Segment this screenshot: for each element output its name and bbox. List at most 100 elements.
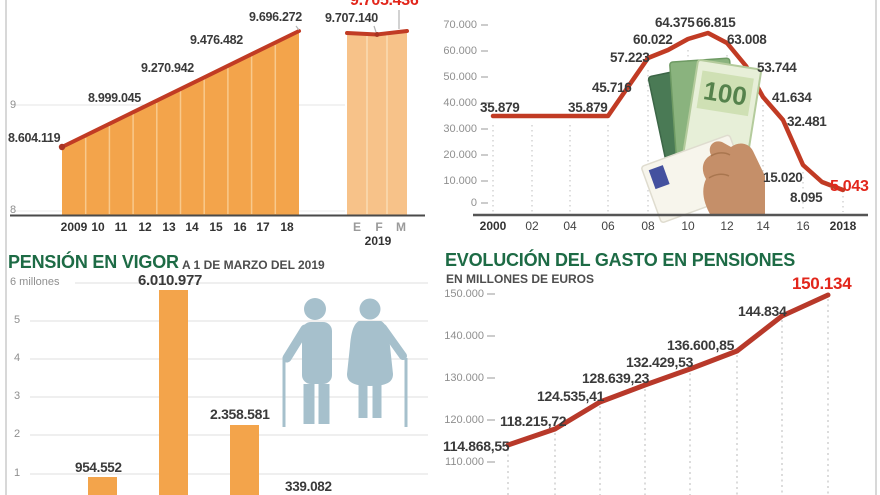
data-label: 8.604.119	[8, 131, 61, 145]
y-tick: 70.000	[443, 19, 477, 31]
data-label: 15.020	[763, 170, 803, 185]
chart-title: EVOLUCIÓN DEL GASTO EN PENSIONES	[445, 250, 795, 270]
red-line	[60, 29, 301, 149]
y-tick: 8	[10, 204, 17, 216]
y-tick: 1	[14, 467, 21, 479]
leader-line	[295, 25, 300, 31]
x-tick: 16	[233, 220, 247, 234]
bar-label: 954.552	[75, 460, 122, 475]
elderly-couple-icon	[282, 298, 408, 427]
y-tick: 130.000	[444, 372, 484, 384]
y-tick: 120.000	[444, 414, 484, 426]
x-tick: 10	[681, 219, 695, 233]
chart-pensions-in-force: PENSIÓN EN VIGOR A 1 DE MARZO DEL 2019 6…	[0, 248, 440, 495]
bar-viudedad	[230, 425, 259, 495]
page-border-left	[5, 0, 7, 495]
x-tick: 17	[256, 220, 270, 234]
data-label: 128.639,23	[582, 370, 650, 386]
chart-pension-spending: EVOLUCIÓN DEL GASTO EN PENSIONES EN MILL…	[440, 248, 880, 495]
data-label: 144.834	[738, 303, 787, 319]
start-point-marker	[58, 143, 66, 151]
page-border-right	[875, 0, 877, 495]
reserve-fund-plot: 100	[473, 24, 868, 223]
red-line	[505, 292, 831, 448]
pension-spending-plot	[487, 292, 831, 495]
y-tick: 6 millones	[10, 276, 60, 288]
x-tick: 02	[525, 219, 539, 233]
highlight-label: 150.134	[792, 274, 852, 293]
x-tick: 2000	[479, 219, 507, 233]
data-label: 64.375	[655, 15, 695, 30]
x-tick: 06	[601, 219, 615, 233]
data-label: 9.270.942	[141, 61, 194, 75]
x-tick: 04	[563, 219, 577, 233]
y-tick: 150.000	[444, 288, 484, 300]
bar-incapacidad	[88, 477, 117, 495]
bar-separators	[84, 45, 277, 214]
x-tick: 15	[209, 220, 223, 234]
y-tick: 20.000	[443, 149, 477, 161]
x-tick: 08	[641, 219, 655, 233]
bar-label: 6.010.977	[138, 272, 203, 289]
x-tick-month: M	[396, 220, 406, 234]
bar-label: 2.358.581	[210, 406, 270, 422]
data-label: 136.600,85	[667, 337, 735, 353]
x-tick-month: F	[375, 220, 383, 234]
x-tick: 14	[185, 220, 199, 234]
x-tick: 13	[162, 220, 176, 234]
chart-reserve-fund: 100 70.000 60.000 50.000 40.000 30.000 2…	[435, 0, 880, 248]
data-label: 114.868,55	[443, 438, 510, 454]
data-label: 132.429,53	[626, 354, 694, 370]
y-tick: 0	[470, 197, 477, 209]
data-label: 35.879	[568, 100, 608, 115]
orange-area-2019	[347, 31, 407, 215]
y-tick: 2	[14, 428, 21, 440]
x-tick: 18	[280, 220, 294, 234]
data-label: 53.744	[757, 60, 797, 75]
pensions-total-plot	[10, 10, 425, 217]
y-tick: 110.000	[445, 456, 484, 468]
bar-jubilacion	[159, 290, 188, 495]
data-label: 66.815	[696, 15, 736, 30]
data-label: 9.476.482	[190, 33, 243, 47]
x-tick: 11	[114, 220, 128, 234]
x-group-label: 2019	[364, 234, 392, 248]
x-tick-month: E	[352, 220, 361, 234]
y-tick: 30.000	[443, 123, 477, 135]
x-tick: 12	[720, 219, 734, 233]
pensions-in-force-plot	[30, 282, 428, 495]
x-tick: 14	[756, 219, 770, 233]
x-tick: 2018	[829, 219, 857, 233]
x-tick: 10	[91, 220, 105, 234]
highlight-label-2019: 9.705.436	[350, 0, 419, 9]
y-tick: 3	[14, 390, 21, 402]
euro-banknotes-icon: 100	[641, 57, 765, 223]
leader-line	[373, 25, 377, 33]
y-tick: 60.000	[443, 45, 477, 57]
y-tick: 140.000	[444, 330, 484, 342]
y-tick: 40.000	[443, 97, 477, 109]
data-label: 41.634	[772, 90, 812, 105]
y-tick-dashes	[481, 24, 488, 204]
data-label: 9.696.272	[249, 10, 302, 24]
y-tick: 4	[14, 352, 21, 364]
chart-pensions-total: 9 8 8.604.119 8.999.045 9.270.942 9.476.…	[0, 0, 435, 248]
hand-shape	[702, 141, 765, 216]
y-tick: 9	[10, 99, 17, 111]
y-tick-dashes	[487, 293, 495, 463]
y-tick: 10.000	[443, 175, 477, 187]
x-tick: 16	[796, 219, 810, 233]
highlight-label: 5.043	[830, 178, 869, 195]
chart-subtitle: A 1 DE MARZO DEL 2019	[182, 258, 325, 272]
bar-separators-2019	[366, 35, 388, 214]
point-marker	[374, 32, 380, 37]
data-label: 45.716	[592, 80, 632, 95]
data-label: 60.022	[633, 32, 673, 47]
y-tick: 50.000	[443, 71, 477, 83]
x-tick: 2009	[60, 220, 88, 234]
bars	[88, 290, 259, 495]
data-label: 63.008	[727, 32, 767, 47]
banknote-denomination-text: 100	[701, 75, 749, 111]
data-label: 118.215,72	[500, 413, 567, 429]
